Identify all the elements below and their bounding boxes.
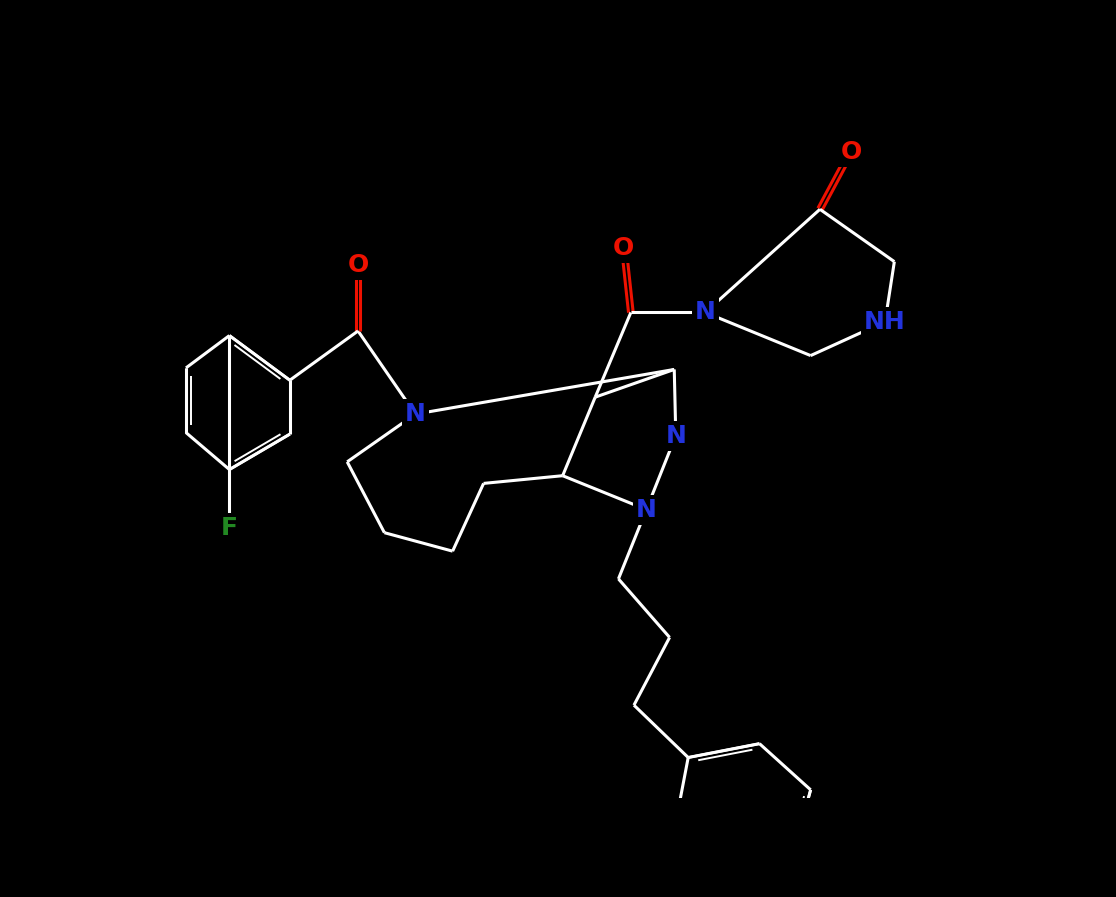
Text: O: O bbox=[614, 236, 635, 260]
Text: NH: NH bbox=[864, 309, 906, 334]
Text: N: N bbox=[695, 300, 715, 325]
Text: N: N bbox=[665, 423, 686, 448]
Text: N: N bbox=[636, 498, 657, 521]
Text: N: N bbox=[405, 402, 426, 426]
Text: F: F bbox=[221, 516, 238, 540]
Text: O: O bbox=[840, 140, 862, 163]
Text: O: O bbox=[347, 253, 368, 276]
